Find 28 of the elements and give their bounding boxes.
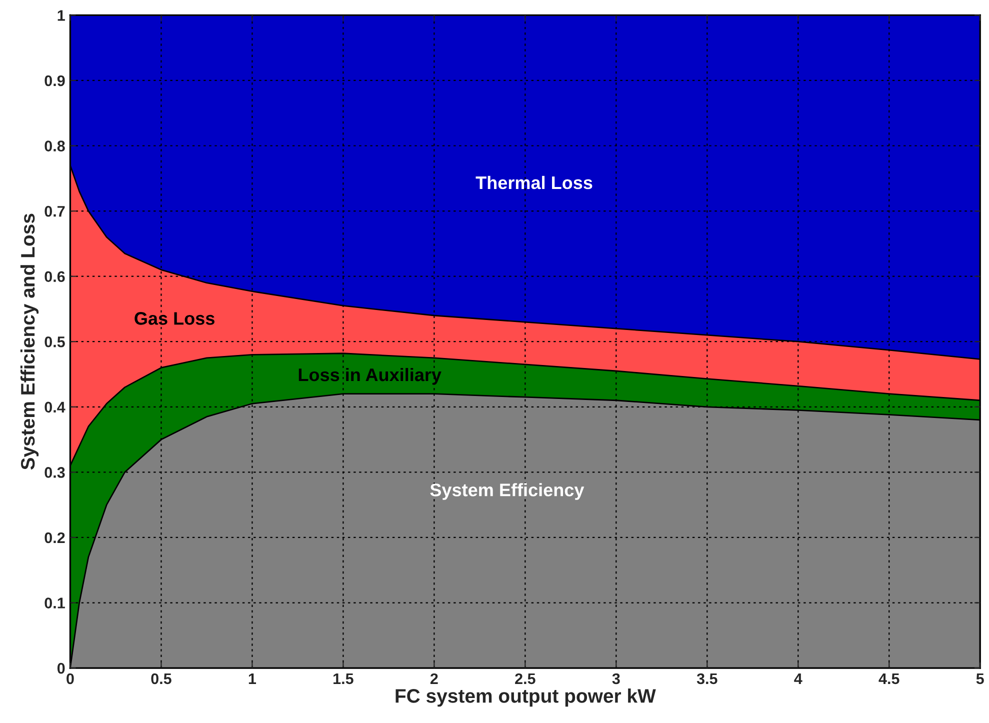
y-tick-label: 0.6 bbox=[44, 271, 65, 282]
x-tick-label: 1.5 bbox=[334, 673, 354, 684]
y-tick-label: 0.4 bbox=[44, 402, 66, 413]
x-tick-label: 2.5 bbox=[515, 673, 536, 684]
x-tick-label: 1 bbox=[248, 673, 256, 684]
y-tick-label: 0.7 bbox=[44, 206, 65, 217]
y-tick-label: 0.3 bbox=[44, 467, 65, 478]
series-label: Thermal Loss bbox=[476, 176, 592, 190]
y-tick-label: 0.1 bbox=[44, 598, 65, 608]
x-tick-label: 4.5 bbox=[878, 673, 900, 684]
y-tick-label: 0.5 bbox=[44, 336, 65, 348]
y-tick-label: 0.9 bbox=[44, 75, 65, 86]
x-tick-label: 0 bbox=[66, 673, 74, 684]
series-label: System Efficiency bbox=[430, 483, 584, 500]
x-tick-label: 4 bbox=[794, 673, 802, 684]
y-tick-label: 0.2 bbox=[44, 532, 65, 544]
series-label: Loss in Auxiliary bbox=[298, 368, 442, 385]
x-tick-label: 0.5 bbox=[151, 673, 172, 684]
x-tick-label: 3.5 bbox=[696, 673, 718, 684]
y-tick-label: 0.8 bbox=[44, 140, 65, 152]
series-label: Gas Loss bbox=[134, 312, 214, 325]
y-axis-title: System Efficiency and Loss bbox=[20, 214, 39, 470]
x-tick-label: 5 bbox=[976, 673, 984, 684]
x-tick-label: 3 bbox=[612, 673, 620, 684]
x-axis-title: FC system output power kW bbox=[396, 688, 656, 707]
x-tick-label: 2 bbox=[430, 673, 438, 684]
y-tick-label: 1 bbox=[58, 10, 65, 21]
y-tick-label: 0 bbox=[57, 662, 65, 674]
